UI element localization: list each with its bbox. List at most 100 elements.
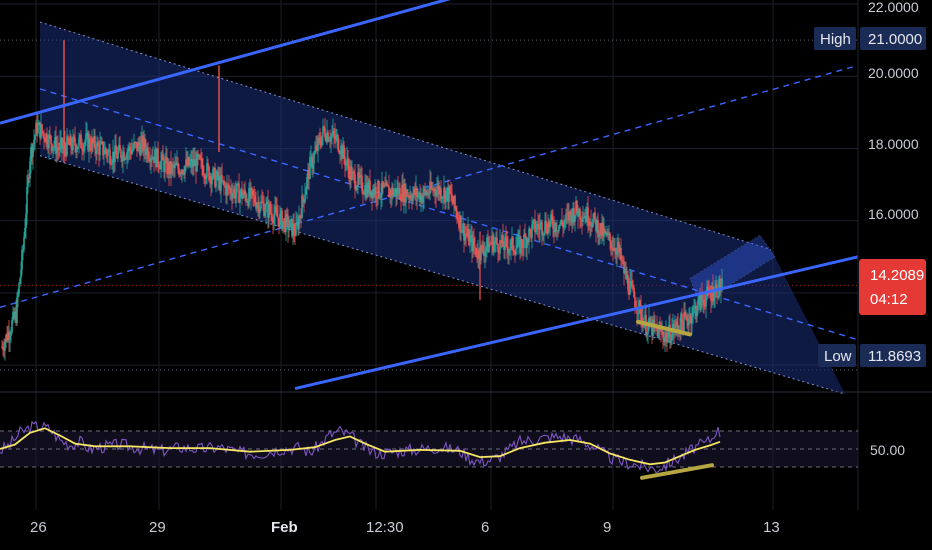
candle-body: [11, 320, 13, 333]
candle-body: [242, 194, 244, 199]
candle-body: [224, 184, 226, 186]
candle-body: [695, 305, 697, 317]
candle-body: [210, 175, 212, 185]
candle-body: [39, 122, 41, 139]
candle-body: [59, 142, 61, 150]
time-axis[interactable]: 26 29 Feb 12:30 6 9 13: [30, 519, 780, 536]
candle-body: [162, 153, 164, 161]
candle-body: [464, 233, 466, 241]
candle-body: [582, 217, 584, 223]
candle-body: [247, 201, 249, 207]
candle-body: [403, 183, 405, 202]
candle-body: [13, 311, 15, 319]
candle-body: [566, 213, 568, 215]
candle-body: [701, 294, 703, 301]
candle-body: [393, 192, 395, 196]
candle-body: [252, 189, 254, 196]
candle-body: [515, 248, 517, 255]
candle-body: [624, 269, 626, 274]
candle-body: [270, 212, 272, 214]
candle-body: [16, 297, 18, 323]
candle-body: [176, 162, 178, 165]
candle-body: [191, 158, 193, 168]
candle-body: [61, 137, 63, 149]
candle-body: [367, 183, 369, 194]
candle-body: [592, 218, 594, 227]
candle-body: [310, 156, 312, 158]
candle-body: [380, 195, 382, 198]
candle-body: [606, 232, 608, 236]
candle-body: [593, 212, 595, 219]
candle-body: [102, 141, 104, 156]
low-value-badge: [860, 344, 926, 367]
candle-body: [207, 163, 209, 167]
candle-body: [644, 314, 646, 323]
candle-body: [123, 151, 125, 160]
candle-body: [657, 328, 659, 338]
candle-body: [199, 155, 201, 159]
candle-body: [219, 176, 221, 191]
candle-body: [283, 218, 285, 222]
candle-body: [394, 188, 396, 193]
candle-body: [356, 186, 358, 190]
candle-body: [3, 349, 5, 351]
time-tick: 13: [763, 519, 780, 536]
candle-body: [15, 311, 17, 323]
candle-body: [282, 221, 284, 230]
candle-body: [528, 228, 530, 243]
candle-body: [2, 347, 4, 350]
candle-body: [699, 295, 701, 310]
candle-body: [79, 134, 81, 139]
candle-body: [137, 141, 139, 152]
candle-body: [215, 177, 217, 187]
candle-body: [335, 135, 337, 140]
candle-body: [346, 158, 348, 163]
candle-body: [535, 229, 537, 232]
candle-body: [531, 224, 533, 239]
candle-body: [196, 153, 198, 172]
low-marker: Low 11.8693: [818, 344, 926, 367]
candle-body: [340, 145, 342, 155]
candle-body: [32, 144, 34, 158]
divergence-markers: [636, 319, 692, 337]
candle-body: [220, 175, 222, 191]
candle-body: [427, 192, 429, 195]
candle-body: [249, 187, 251, 198]
candle-body: [164, 160, 166, 173]
candle-body: [523, 234, 525, 249]
price-axis[interactable]: 22.0000 20.0000 18.0000 16.0000: [868, 0, 919, 222]
candle-body: [392, 187, 394, 196]
candle-body: [125, 158, 127, 160]
candle-body: [234, 188, 236, 199]
candle-body: [75, 145, 77, 153]
candle-body: [228, 185, 230, 190]
candle-body: [639, 300, 641, 306]
candle-body: [99, 143, 101, 156]
candle-body: [519, 236, 521, 254]
candle-body: [232, 192, 234, 199]
candle-body: [26, 186, 28, 214]
candle-body: [97, 142, 99, 146]
candle-body: [264, 212, 266, 217]
candle-body: [446, 187, 448, 192]
candle-body: [126, 152, 128, 159]
candle-body: [197, 153, 199, 158]
candle-body: [365, 185, 367, 198]
candle-body: [37, 124, 39, 134]
candle-body: [6, 334, 8, 341]
candle-body: [121, 158, 123, 162]
candle-body: [503, 246, 505, 250]
candle-body: [473, 238, 475, 247]
candle-body: [628, 289, 630, 295]
candle-body: [480, 245, 482, 261]
candle-body: [33, 140, 35, 145]
candle-body: [561, 220, 563, 225]
candle-body: [647, 324, 649, 334]
candle-body: [507, 246, 509, 254]
candle-body: [237, 183, 239, 185]
candle-body: [584, 215, 586, 219]
candle-body: [621, 259, 623, 261]
candle-body: [715, 284, 717, 290]
candle-body: [637, 313, 639, 315]
